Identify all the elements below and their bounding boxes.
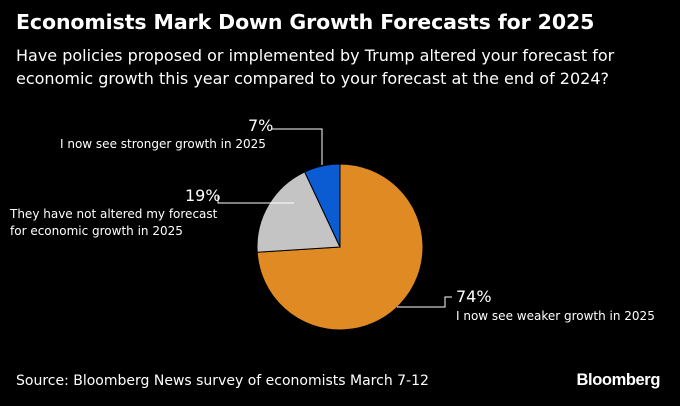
- slice-category-label: for economic growth in 2025: [10, 224, 183, 238]
- slice-category-label: I now see weaker growth in 2025: [456, 309, 655, 323]
- chart-subtitle: Have policies proposed or implemented by…: [16, 46, 615, 88]
- slice-value-label: 19%: [185, 186, 221, 205]
- leader-line: [217, 196, 294, 204]
- leader-line: [272, 128, 323, 165]
- bloomberg-logo: Bloomberg: [576, 371, 661, 389]
- slice-not-altered: [256, 171, 341, 253]
- leader-line: [397, 296, 452, 308]
- slice-category-label: They have not altered my forecast: [9, 207, 218, 221]
- slice-value-label: 7%: [248, 116, 273, 135]
- slice-value-label: 74%: [456, 287, 492, 306]
- chart-title: Economists Mark Down Growth Forecasts fo…: [16, 10, 595, 34]
- slice-stronger-growth: [303, 163, 341, 248]
- slice-category-label: I now see stronger growth in 2025: [60, 137, 266, 151]
- source-note: Source: Bloomberg News survey of economi…: [16, 373, 429, 389]
